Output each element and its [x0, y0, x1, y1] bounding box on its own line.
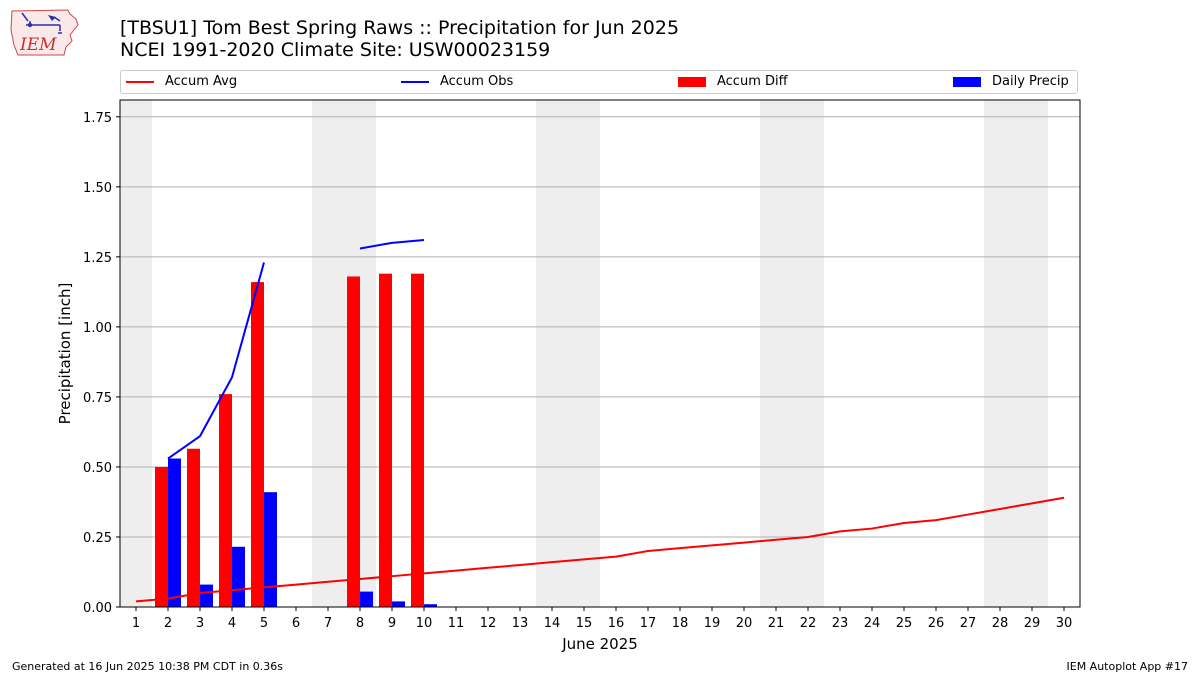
legend-label-accum-diff: Accum Diff: [717, 74, 788, 89]
iowa-outline: [10, 9, 79, 56]
x-tick-label: 6: [292, 616, 300, 631]
accum-diff-bar: [379, 273, 392, 607]
y-tick-label: 1.25: [83, 251, 112, 266]
daily-precip-bar: [424, 604, 437, 607]
daily-precip-bar: [168, 458, 181, 607]
app-footer: IEM Autoplot App #17: [1066, 660, 1189, 673]
weekend-shade: [536, 100, 568, 607]
x-tick-label: 15: [576, 616, 593, 631]
x-tick-label: 4: [228, 616, 236, 631]
legend-swatch-accum-avg: [126, 80, 154, 83]
x-tick-label: 7: [324, 616, 332, 631]
accum-diff-bar: [219, 394, 232, 607]
x-tick-label: 23: [832, 616, 849, 631]
x-tick-label: 20: [736, 616, 753, 631]
legend-swatch-accum-obs: [401, 80, 429, 83]
x-tick-label: 8: [356, 616, 364, 631]
legend-swatch-daily-precip: [953, 76, 981, 87]
y-tick-label: 0.00: [83, 601, 112, 616]
daily-precip-bar: [392, 601, 405, 607]
daily-precip-bar: [264, 492, 277, 607]
legend-item-accum-diff: Accum Diff: [678, 74, 788, 89]
accum-diff-bar: [155, 466, 168, 607]
x-tick-label: 11: [448, 616, 465, 631]
weekend-shade: [984, 100, 1016, 607]
x-tick-label: 17: [640, 616, 657, 631]
x-tick-label: 22: [800, 616, 817, 631]
x-tick-label: 16: [608, 616, 625, 631]
x-tick-label: 3: [196, 616, 204, 631]
x-tick-label: 29: [1024, 616, 1041, 631]
daily-precip-bar: [200, 584, 213, 607]
legend-swatch-accum-diff: [678, 76, 706, 87]
x-tick-label: 25: [896, 616, 913, 631]
y-tick-label: 1.75: [83, 111, 112, 126]
x-tick-label: 1: [132, 616, 140, 631]
x-tick-label: 12: [480, 616, 497, 631]
y-tick-label: 0.75: [83, 391, 112, 406]
plot-frame: [119, 99, 1081, 608]
x-tick-label: 19: [704, 616, 721, 631]
legend-item-daily-precip: Daily Precip: [953, 74, 1069, 89]
iem-logo: IEM: [10, 9, 79, 56]
x-tick-label: 13: [512, 616, 529, 631]
weekend-shade: [1016, 100, 1048, 607]
logo-text: IEM: [19, 35, 57, 55]
legend-item-accum-obs: Accum Obs: [401, 74, 513, 89]
x-tick-label: 26: [928, 616, 945, 631]
daily-precip-bar: [360, 591, 373, 607]
accum-diff-bar: [411, 273, 424, 607]
legend-item-accum-avg: Accum Avg: [126, 74, 237, 89]
accum-diff-bar: [187, 448, 200, 607]
weekend-shade: [760, 100, 792, 607]
x-tick-label: 30: [1056, 616, 1073, 631]
accum-obs-line: [359, 239, 425, 250]
x-tick-label: 18: [672, 616, 689, 631]
x-tick-label: 21: [768, 616, 785, 631]
x-tick-label: 24: [864, 616, 881, 631]
x-tick-label: 2: [164, 616, 172, 631]
x-tick-label: 14: [544, 616, 561, 631]
weekend-shade: [568, 100, 600, 607]
x-tick-label: 28: [992, 616, 1009, 631]
accum-diff-bar: [347, 276, 360, 607]
accum-obs-line: [167, 262, 265, 460]
x-axis-label: June 2025: [561, 635, 638, 653]
accum-diff-bar: [251, 282, 264, 607]
legend-label-daily-precip: Daily Precip: [992, 74, 1069, 89]
y-axis-label: Precipitation [inch]: [56, 283, 74, 425]
y-tick-label: 1.00: [83, 321, 112, 336]
accum-avg-line: [135, 496, 1065, 603]
y-tick-label: 0.25: [83, 531, 112, 546]
daily-precip-bar: [232, 546, 245, 607]
chart-title: [TBSU1] Tom Best Spring Raws :: Precipit…: [120, 17, 680, 39]
x-tick-label: 5: [260, 616, 268, 631]
legend-label-accum-avg: Accum Avg: [165, 74, 238, 89]
y-tick-label: 1.50: [83, 181, 112, 196]
chart-legend: Accum Avg Accum Obs Accum Diff Daily Pre…: [120, 70, 1078, 94]
chart-subtitle: NCEI 1991-2020 Climate Site: USW00023159: [120, 39, 551, 61]
weekend-shade: [792, 100, 824, 607]
x-tick-label: 27: [960, 616, 977, 631]
x-tick-label: 10: [416, 616, 433, 631]
weekend-shade: [120, 100, 152, 607]
x-tick-label: 9: [388, 616, 396, 631]
weekend-shade: [312, 100, 344, 607]
legend-label-accum-obs: Accum Obs: [440, 74, 514, 89]
y-tick-label: 0.50: [83, 461, 112, 476]
generated-footer: Generated at 16 Jun 2025 10:38 PM CDT in…: [12, 660, 284, 673]
